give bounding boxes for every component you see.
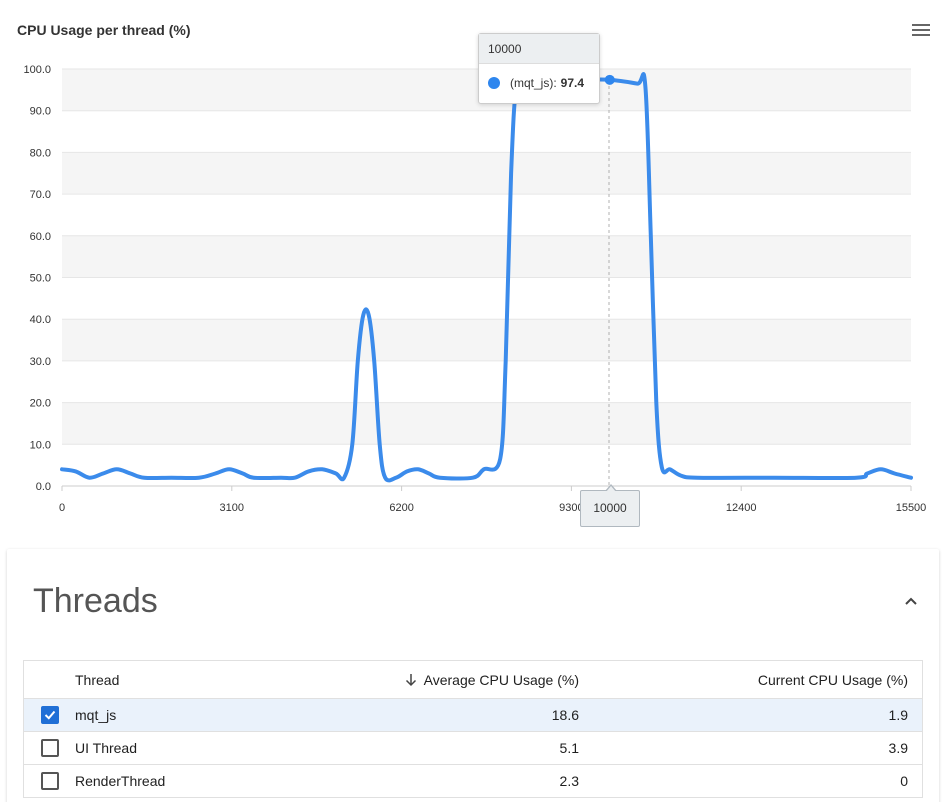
threads-table: Thread Average CPU Usage (%) Current CPU… [23, 660, 923, 798]
y-tick-label: 60.0 [30, 231, 51, 243]
cpu-chart: CPU Usage per thread (%) 0.0 10.0 20.0 30.0… [17, 22, 930, 527]
thread-average: 5.1 [559, 740, 579, 756]
chart-plot: 0.0 10.0 20.0 30.0 40.0 50.0 60.0 70.0 80.0 90.0 1… [23, 64, 927, 514]
y-tick-label: 40.0 [30, 314, 51, 326]
hover-point [604, 74, 615, 85]
x-tick-label: 0 [59, 502, 65, 514]
thread-name: UI Thread [75, 740, 137, 756]
row-checkbox[interactable] [41, 772, 59, 790]
y-tick-label: 10.0 [30, 439, 51, 451]
x-tick-label: 3100 [220, 502, 244, 514]
y-tick-label: 50.0 [30, 273, 51, 285]
y-tick-label: 80.0 [30, 147, 51, 159]
y-tick-label: 30.0 [30, 356, 51, 368]
x-tick-label: 9300 [559, 502, 583, 514]
thread-average: 18.6 [551, 707, 579, 723]
series-line-mqt-js [60, 72, 913, 483]
threads-title: Threads [33, 582, 158, 620]
row-checkbox[interactable] [41, 706, 59, 724]
tooltip-series-label: (mqt_js): [510, 76, 557, 90]
grid-band [62, 152, 911, 195]
chevron-up-icon[interactable] [903, 593, 919, 609]
thread-current: 1.9 [888, 707, 908, 723]
y-tick-label: 70.0 [30, 189, 51, 201]
grid-band [62, 235, 911, 278]
y-tick-label: 90.0 [30, 106, 51, 118]
tooltip-value: 97.4 [560, 76, 585, 90]
thread-name: RenderThread [75, 773, 166, 789]
y-tick-label: 100.0 [23, 64, 51, 76]
table-header-row: Thread Average CPU Usage (%) Current CPU… [24, 661, 922, 699]
row-checkbox[interactable] [41, 739, 59, 757]
table-row[interactable]: UI Thread 5.1 3.9 [24, 732, 922, 765]
thread-current: 0 [900, 773, 908, 789]
grid-band [62, 319, 911, 361]
crosshair-x-label: 10000 [580, 484, 640, 527]
checkmark-icon [44, 710, 56, 720]
hamburger-menu-icon[interactable] [912, 24, 930, 38]
chart-tooltip: 10000 (mqt_js): 97.4 [478, 33, 600, 104]
table-row[interactable]: RenderThread 2.3 0 [24, 765, 922, 798]
chart-title: CPU Usage per thread (%) [17, 22, 191, 38]
x-tick-label: 6200 [389, 502, 413, 514]
column-header-current[interactable]: Current CPU Usage (%) [757, 671, 908, 688]
x-tick-label: 12400 [726, 502, 757, 514]
column-header-thread[interactable]: Thread [75, 671, 120, 688]
series-dot-icon [488, 77, 500, 89]
arrow-down-icon [405, 673, 416, 686]
thread-current: 3.9 [888, 740, 908, 756]
table-row[interactable]: mqt_js 18.6 1.9 [24, 699, 922, 732]
tooltip-x-label: 10000 [479, 34, 599, 64]
grid-band [62, 402, 911, 445]
y-tick-label: 0.0 [36, 481, 51, 493]
column-header-average[interactable]: Average CPU Usage (%) [404, 661, 579, 698]
y-tick-label: 20.0 [30, 398, 51, 410]
column-header-average-label: Average CPU Usage (%) [423, 671, 579, 688]
threads-panel: Threads Thread Average CPU Usage (%) Cur… [7, 549, 939, 802]
thread-average: 2.3 [559, 773, 579, 789]
x-tick-label: 15500 [896, 502, 927, 514]
thread-name: mqt_js [75, 707, 117, 723]
